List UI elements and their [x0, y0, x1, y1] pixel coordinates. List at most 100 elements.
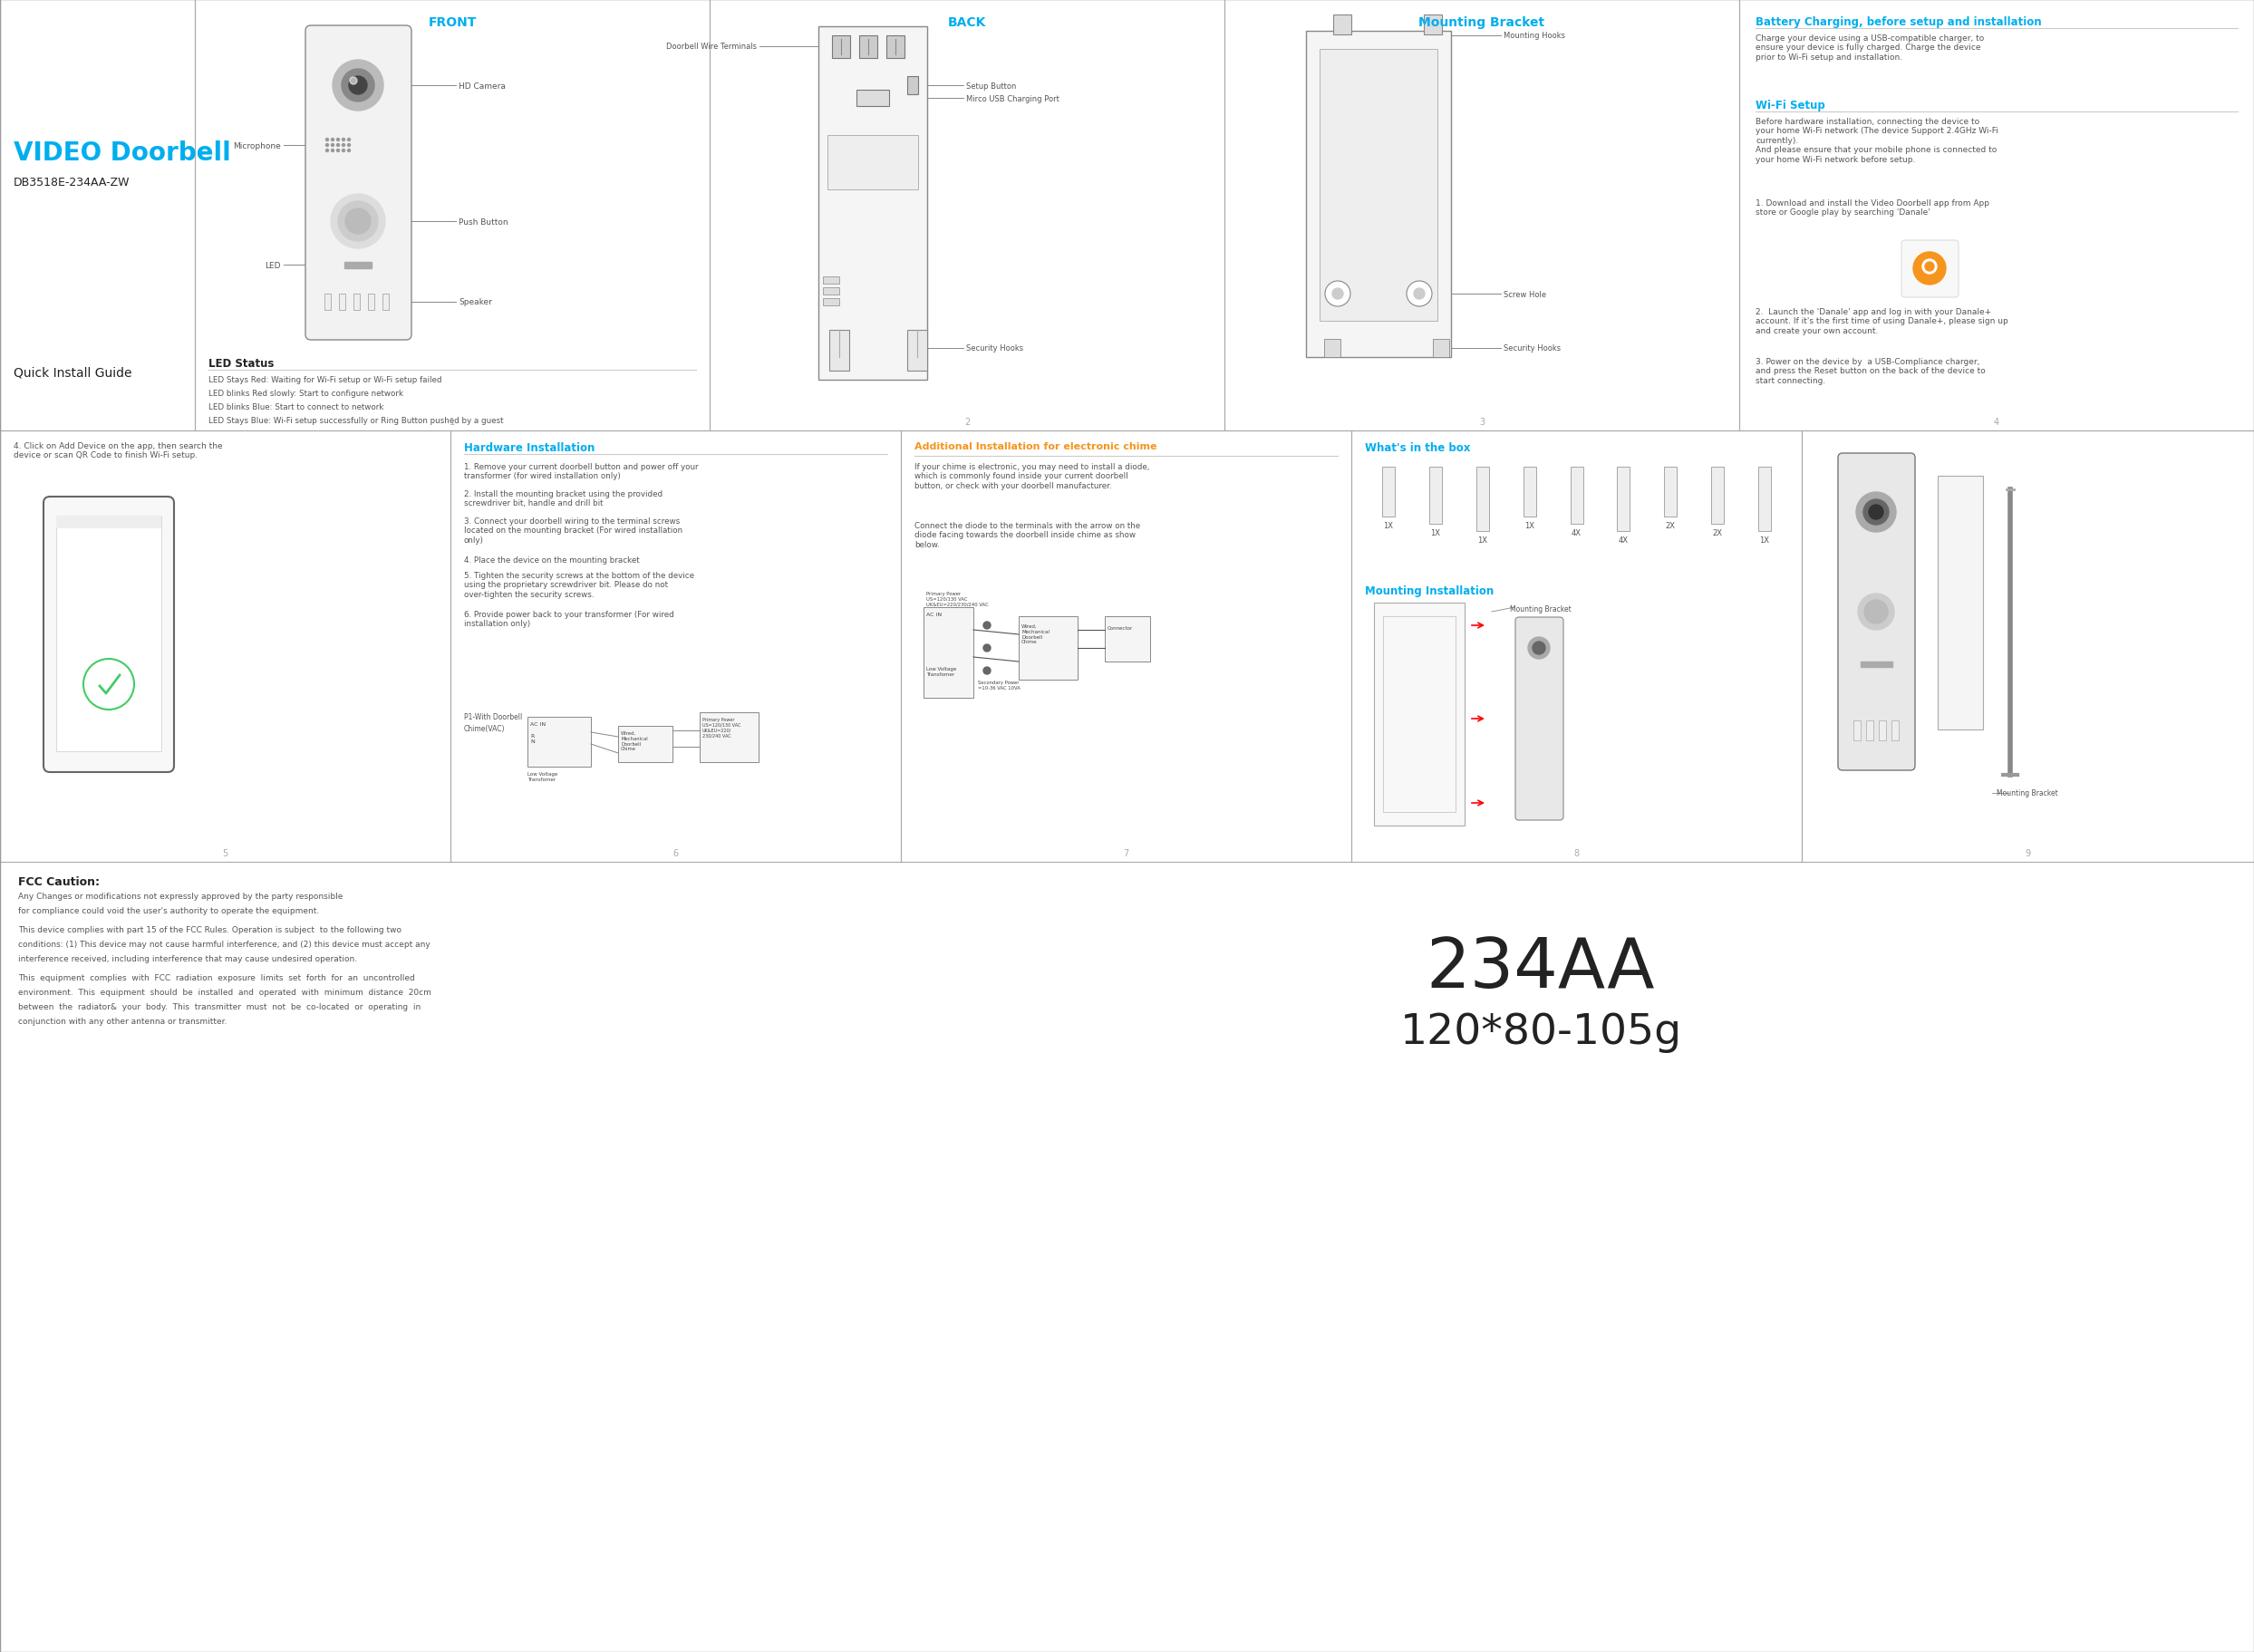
Bar	[618, 727, 672, 763]
Bar	[1938, 476, 1984, 730]
Circle shape	[1855, 492, 1896, 532]
Bar	[56, 515, 162, 529]
Text: Secondary Power
=10-36 VAC 10VA: Secondary Power =10-36 VAC 10VA	[978, 681, 1021, 691]
Text: 8: 8	[1573, 849, 1578, 857]
Bar	[1880, 720, 1887, 740]
Text: Hardware Installation: Hardware Installation	[464, 443, 595, 454]
Text: 4. Place the device on the mounting bracket: 4. Place the device on the mounting brac…	[464, 557, 640, 565]
Text: BACK: BACK	[949, 17, 987, 30]
Circle shape	[327, 150, 329, 152]
Bar	[1352, 431, 1801, 862]
Text: 2. Install the mounting bracket using the provided
screwdriver bit, handle and d: 2. Install the mounting bracket using th…	[464, 491, 663, 507]
Text: Connector: Connector	[1107, 626, 1134, 631]
Text: HD Camera: HD Camera	[458, 83, 505, 91]
FancyBboxPatch shape	[43, 497, 174, 773]
Circle shape	[338, 202, 379, 241]
Text: 2X: 2X	[1666, 522, 1675, 530]
Bar	[354, 294, 361, 311]
Bar	[56, 515, 162, 752]
Text: 3. Connect your doorbell wiring to the terminal screws
located on the mounting b: 3. Connect your doorbell wiring to the t…	[464, 517, 683, 544]
Text: Charge your device using a USB-compatible charger, to
ensure your device is full: Charge your device using a USB-compatibl…	[1756, 35, 1984, 61]
Circle shape	[327, 139, 329, 142]
Text: Push Button: Push Button	[458, 218, 507, 226]
Text: interference received, including interference that may cause undesired operation: interference received, including interfe…	[18, 955, 356, 963]
Bar	[1801, 431, 2254, 862]
Text: What's in the box: What's in the box	[1366, 443, 1470, 454]
FancyBboxPatch shape	[1515, 618, 1564, 821]
Circle shape	[349, 78, 356, 86]
Circle shape	[1869, 506, 1884, 520]
Circle shape	[331, 144, 334, 147]
Bar	[383, 294, 388, 311]
Text: 6: 6	[672, 849, 678, 857]
Bar	[0, 0, 194, 431]
Circle shape	[343, 150, 345, 152]
Text: 9: 9	[2024, 849, 2031, 857]
Circle shape	[347, 139, 349, 142]
Text: 4. Click on Add Device on the app, then search the
device or scan QR Code to fin: 4. Click on Add Device on the app, then …	[14, 443, 223, 459]
Circle shape	[343, 69, 374, 102]
Circle shape	[343, 144, 345, 147]
Bar	[886, 36, 904, 59]
Text: Mounting Bracket: Mounting Bracket	[1510, 605, 1571, 613]
Text: 2X: 2X	[1713, 529, 1722, 537]
Bar	[1323, 340, 1341, 358]
Circle shape	[1914, 253, 1945, 286]
Circle shape	[1857, 595, 1893, 631]
Bar	[1663, 468, 1677, 517]
Bar	[1305, 31, 1452, 358]
Circle shape	[1923, 259, 1936, 274]
Text: AC IN: AC IN	[530, 722, 545, 727]
Bar	[527, 717, 591, 767]
Circle shape	[331, 195, 385, 249]
Text: LED Stays Red: Waiting for Wi-Fi setup or Wi-Fi setup failed: LED Stays Red: Waiting for Wi-Fi setup o…	[207, 377, 442, 383]
Circle shape	[331, 150, 334, 152]
Circle shape	[347, 144, 349, 147]
Text: 1. Download and install the Video Doorbell app from App
store or Google play by : 1. Download and install the Video Doorbe…	[1756, 200, 1990, 216]
Text: This  equipment  complies  with  FCC  radiation  exposure  limits  set  forth  f: This equipment complies with FCC radiati…	[18, 973, 415, 981]
Text: Search devices: Search devices	[61, 519, 104, 522]
Bar	[902, 431, 1352, 862]
Text: Mounting Bracket: Mounting Bracket	[1418, 17, 1544, 30]
Text: Wired,
Mechanical
Doorbell
Chime: Wired, Mechanical Doorbell Chime	[1021, 624, 1050, 644]
Circle shape	[336, 139, 340, 142]
Circle shape	[336, 150, 340, 152]
Bar	[1319, 50, 1438, 322]
Text: R
N: R N	[530, 733, 534, 743]
Bar	[194, 0, 710, 431]
Text: Doorbell Wire Terminals: Doorbell Wire Terminals	[667, 43, 757, 51]
Bar	[325, 294, 331, 311]
Text: DB3518E-234AA-ZW: DB3518E-234AA-ZW	[14, 177, 131, 188]
Bar	[1740, 0, 2254, 431]
Bar	[823, 299, 838, 306]
Text: Wi-Fi Setup: Wi-Fi Setup	[1756, 99, 1826, 111]
Circle shape	[1325, 282, 1350, 307]
Text: Chime(VAC): Chime(VAC)	[464, 725, 505, 733]
Bar	[1434, 340, 1449, 358]
Text: Screw Hole: Screw Hole	[1503, 291, 1546, 299]
Text: Mounting Installation: Mounting Installation	[1366, 585, 1494, 596]
Text: 4X: 4X	[1618, 537, 1630, 544]
Text: 2: 2	[965, 418, 969, 426]
Circle shape	[1864, 600, 1889, 624]
Text: FRONT: FRONT	[428, 17, 476, 30]
Bar	[1853, 720, 1860, 740]
Text: Additional Installation for electronic chime: Additional Installation for electronic c…	[915, 443, 1156, 451]
Text: Speaker: Speaker	[458, 299, 491, 307]
Bar	[823, 278, 838, 284]
Text: 1. Remove your current doorbell button and power off your
transformer (for wired: 1. Remove your current doorbell button a…	[464, 463, 699, 481]
Text: 1: 1	[449, 418, 455, 426]
Circle shape	[1533, 643, 1546, 654]
Text: Primary Power
US=120/130 VAC
UK&EU=220/
230/240 VAC: Primary Power US=120/130 VAC UK&EU=220/ …	[703, 717, 742, 737]
Text: 1X: 1X	[1476, 537, 1488, 544]
Circle shape	[1413, 289, 1425, 299]
Circle shape	[343, 139, 345, 142]
Bar	[857, 91, 888, 107]
Circle shape	[334, 61, 383, 111]
FancyBboxPatch shape	[307, 26, 412, 340]
Bar	[1104, 616, 1150, 662]
Circle shape	[1332, 289, 1343, 299]
Text: between  the  radiator&  your  body.  This  transmitter  must  not  be  co-locat: between the radiator& your body. This tr…	[18, 1003, 421, 1011]
Bar	[832, 36, 850, 59]
Text: conditions: (1) This device may not cause harmful interference, and (2) this dev: conditions: (1) This device may not caus…	[18, 940, 431, 948]
